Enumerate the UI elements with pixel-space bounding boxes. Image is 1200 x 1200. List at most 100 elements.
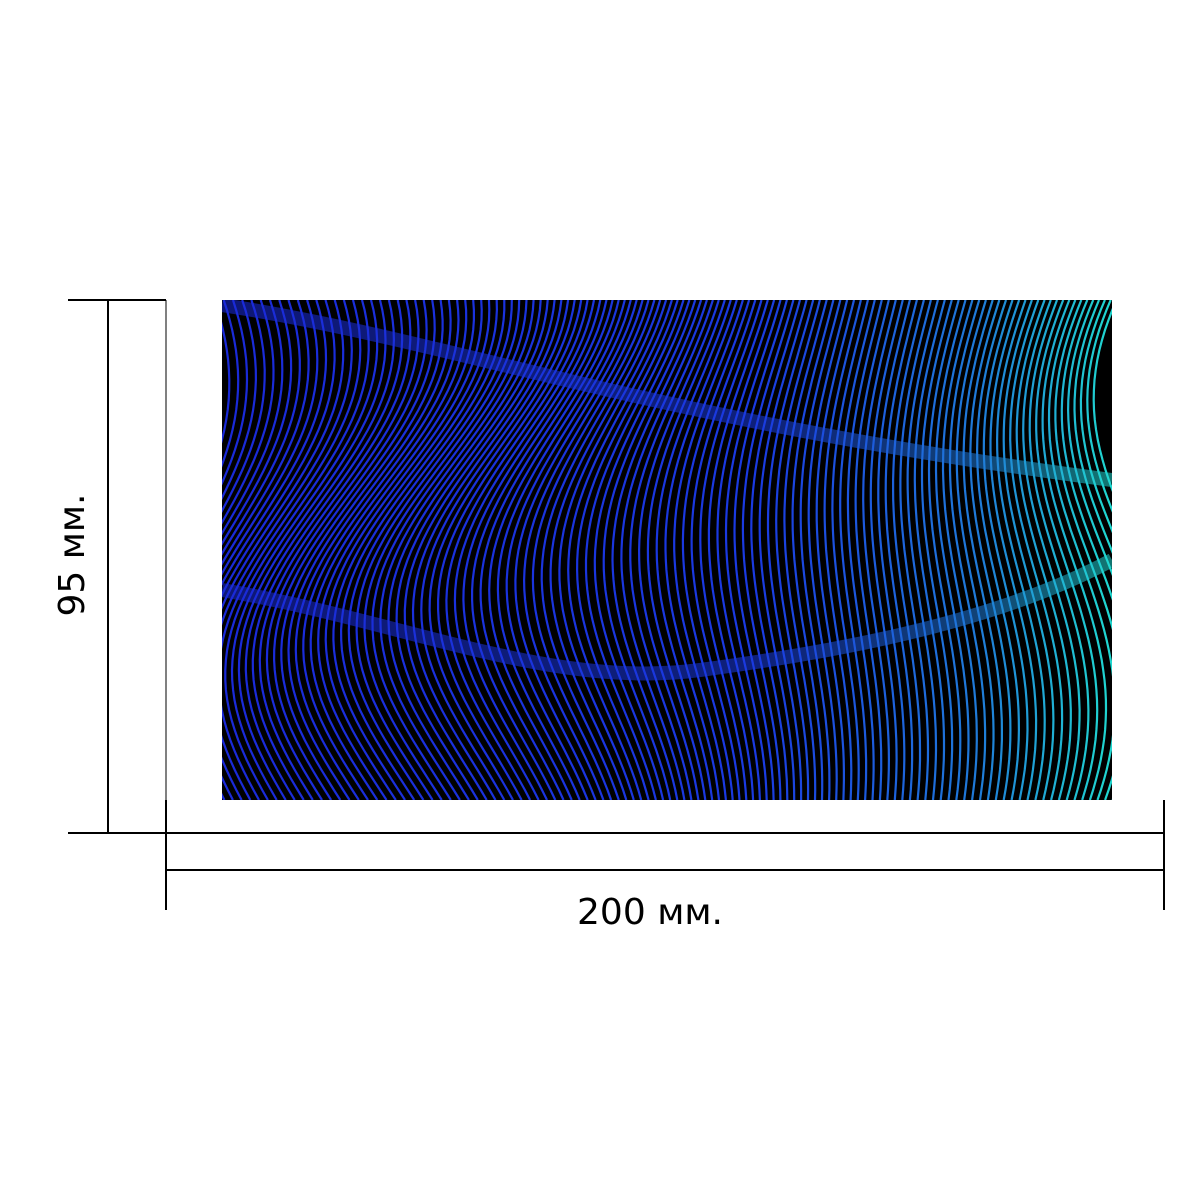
wave-line <box>294 300 452 800</box>
wave-line <box>371 300 528 800</box>
wave-line <box>549 300 662 800</box>
wave-line <box>982 300 1029 800</box>
wave-line <box>884 300 918 800</box>
wave-line <box>862 300 897 800</box>
wave-line <box>222 300 258 501</box>
wave-line <box>629 300 714 800</box>
wave-line <box>363 300 521 800</box>
height-dimension: 95 мм. <box>52 299 167 834</box>
wave-line <box>222 300 319 576</box>
wave-line <box>869 300 904 800</box>
wave-line <box>558 300 668 800</box>
wave-line <box>222 300 275 525</box>
wave-line <box>969 300 1012 800</box>
height-label: 95 мм. <box>52 493 93 616</box>
wave-line <box>332 300 491 800</box>
wave-line <box>222 321 231 444</box>
wave-line <box>347 300 506 800</box>
wave-line <box>1047 300 1112 800</box>
wave-line <box>839 300 876 800</box>
wave-line <box>975 300 1021 800</box>
width-label: 200 мм. <box>577 892 723 933</box>
wave-line <box>602 300 697 800</box>
wave-line <box>775 300 821 800</box>
wave-line <box>927 300 962 800</box>
wave-line <box>222 300 353 800</box>
wave-line <box>265 300 420 800</box>
wave-line <box>941 300 978 800</box>
wave-line <box>934 300 970 800</box>
wave-line <box>1086 300 1112 513</box>
wave-line <box>272 300 428 800</box>
wave-line <box>1035 300 1099 800</box>
wave-line <box>823 300 862 800</box>
wave-line <box>395 300 549 800</box>
wave-line <box>224 300 370 800</box>
wave-band <box>222 300 1112 487</box>
wave-line <box>428 300 576 800</box>
wave-line <box>237 300 387 800</box>
wave-line <box>646 300 726 800</box>
wave-line <box>387 300 542 800</box>
wave-line <box>707 300 769 800</box>
wave-line <box>222 300 284 536</box>
wave-line <box>673 300 744 800</box>
wave-line <box>222 300 328 800</box>
wave-line <box>1022 300 1081 800</box>
wave-line <box>339 300 499 800</box>
wave-line <box>379 300 535 800</box>
wave-line <box>222 300 293 546</box>
wave-band <box>222 553 1112 681</box>
wave-line <box>799 300 842 800</box>
wave-line <box>222 300 310 566</box>
wave-line <box>1073 300 1112 554</box>
wave-line <box>766 300 815 800</box>
wave-line <box>716 300 776 800</box>
wave-line <box>637 300 720 800</box>
wave-line <box>244 300 396 800</box>
wave-line <box>815 300 856 800</box>
wave-lines <box>114 300 1112 800</box>
wave-line <box>681 300 751 800</box>
wave-line <box>733 300 788 800</box>
wave-line <box>222 300 249 486</box>
width-dimension: 200 мм. <box>165 800 1165 933</box>
wave-line <box>567 300 673 800</box>
wave-line <box>846 300 883 800</box>
wave-line <box>664 300 738 800</box>
wave-line <box>302 300 460 800</box>
wave-line <box>620 300 708 800</box>
wave-line <box>611 300 703 800</box>
wave-line <box>593 300 691 800</box>
wave-line <box>750 300 802 800</box>
wave-line <box>222 300 336 800</box>
wave-line <box>1028 300 1090 800</box>
wave-line <box>699 300 763 800</box>
wave-line <box>258 300 412 800</box>
wave-line <box>222 300 362 800</box>
wave-line <box>791 300 835 800</box>
wave-line <box>437 300 583 800</box>
wave-line <box>1009 300 1064 800</box>
wave-line <box>287 300 444 800</box>
wave-line <box>309 300 468 800</box>
wave-line <box>962 300 1003 800</box>
wave-line <box>355 300 513 800</box>
wave-line <box>230 300 379 800</box>
wave-line <box>114 300 220 800</box>
wave-line <box>899 300 932 800</box>
wave-line <box>655 300 732 800</box>
wave-line <box>540 300 656 800</box>
wave-line <box>920 300 954 800</box>
wave-line <box>1092 307 1112 493</box>
wave-line <box>280 300 436 800</box>
wave-line <box>222 300 240 468</box>
wave-line <box>584 300 685 800</box>
wave-line <box>877 300 911 800</box>
wave-line <box>317 300 475 800</box>
wave-line <box>222 300 301 556</box>
wave-line <box>1015 300 1072 800</box>
wave-line <box>251 300 404 800</box>
wave-line <box>989 300 1038 800</box>
wave-line <box>955 300 995 800</box>
